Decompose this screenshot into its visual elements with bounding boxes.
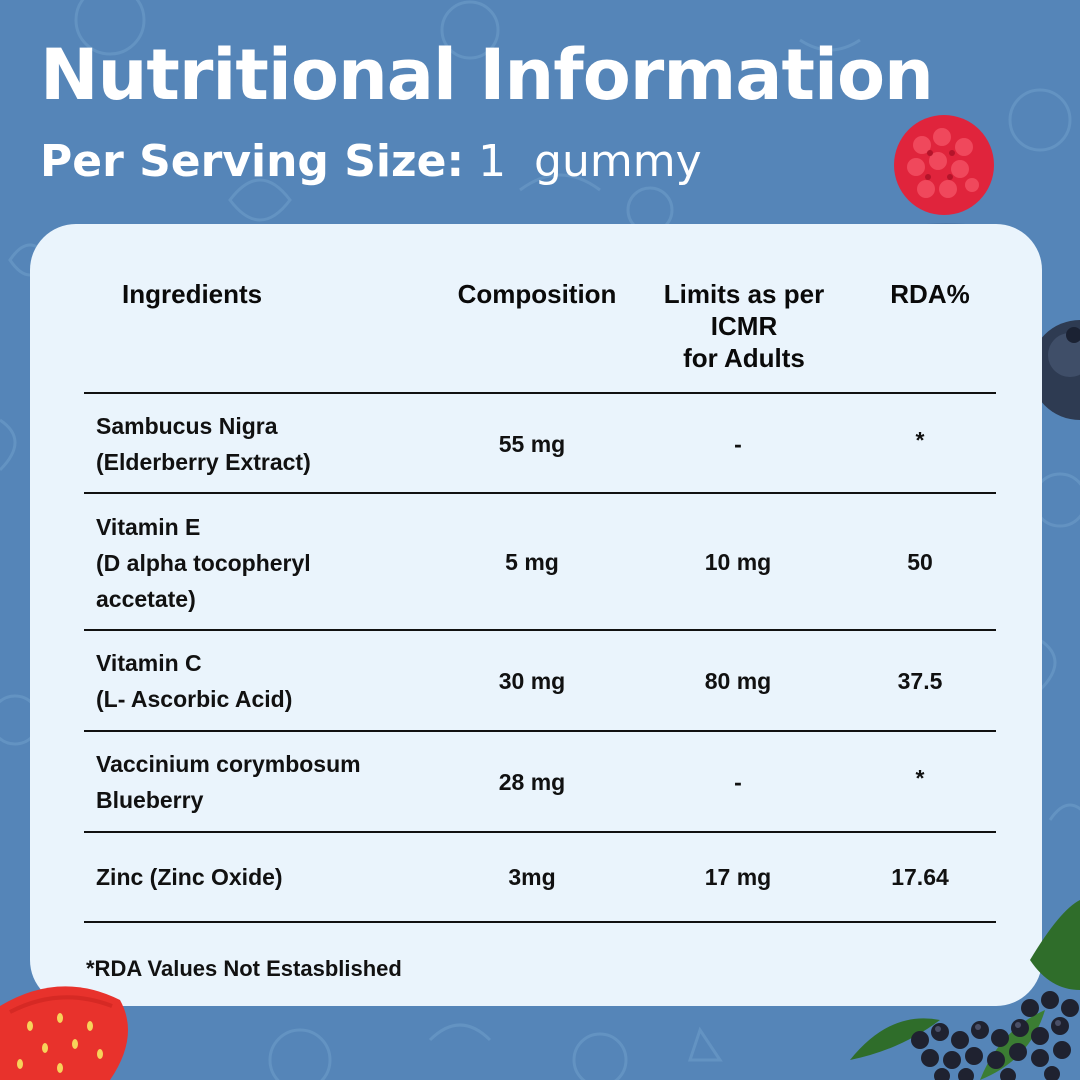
row-5-ingredient-line-1: Zinc (Zinc Oxide) — [96, 864, 283, 890]
row-1-limit: - — [734, 431, 742, 457]
nutrition-card — [30, 224, 1042, 1006]
header-composition: Composition — [457, 279, 617, 309]
row-2-ingredient-line-2: (D alpha tocopheryl — [96, 550, 311, 576]
row-4-composition: 28 mg — [498, 769, 566, 795]
serving-size: Per Serving Size: 1 gummy — [40, 140, 702, 184]
blueberry-image — [1030, 320, 1080, 420]
table-divider — [84, 629, 996, 631]
footnote: *RDA Values Not Estasblished — [86, 956, 402, 981]
table-divider — [84, 831, 996, 833]
header-rda: RDA% — [890, 279, 970, 309]
page-title: Nutritional Information — [40, 34, 934, 116]
row-4-ingredient-line-2: Blueberry — [96, 787, 204, 813]
row-1-ingredient-line-2: (Elderberry Extract) — [96, 449, 311, 475]
row-3-ingredient-line-1: Vitamin C — [96, 650, 202, 676]
row-1-ingredient-line-1: Sambucus Nigra — [96, 413, 278, 439]
table-divider — [84, 392, 996, 394]
elderberry-image — [850, 900, 1080, 1080]
row-2-rda: 50 — [907, 549, 933, 575]
row-3-ingredient: Vitamin C (L- Ascorbic Acid) — [96, 645, 416, 717]
row-3-composition: 30 mg — [498, 668, 566, 694]
header-limits-line-3: for Adults — [683, 343, 805, 373]
header-limits-line-2: ICMR — [710, 311, 778, 341]
row-4-rda: * — [915, 765, 925, 791]
header-limits: Limits as per ICMR for Adults — [646, 278, 842, 374]
row-5-ingredient: Zinc (Zinc Oxide) — [96, 859, 416, 895]
serving-size-label: Per Serving Size: — [40, 136, 465, 187]
header-ingredients: Ingredients — [122, 279, 263, 309]
row-3-limit: 80 mg — [704, 668, 772, 694]
row-5-limit: 17 mg — [704, 864, 772, 890]
row-2-ingredient-line-3: accetate) — [96, 586, 196, 612]
row-3-rda: 37.5 — [897, 668, 943, 694]
header-limits-line-1: Limits as per — [663, 279, 825, 309]
row-1-rda: * — [915, 427, 925, 453]
table-divider — [84, 492, 996, 494]
row-1-ingredient: Sambucus Nigra (Elderberry Extract) — [96, 408, 416, 480]
row-2-composition: 5 mg — [505, 549, 559, 575]
strawberry-image — [0, 986, 128, 1080]
table-divider — [84, 730, 996, 732]
row-5-rda: 17.64 — [891, 864, 949, 890]
row-2-limit: 10 mg — [704, 549, 772, 575]
table-divider — [84, 921, 996, 923]
row-4-limit: - — [734, 769, 742, 795]
row-2-ingredient-line-1: Vitamin E — [96, 514, 201, 540]
row-5-composition: 3mg — [508, 864, 556, 890]
row-4-ingredient-line-1: Vaccinium corymbosum — [96, 751, 361, 777]
row-1-composition: 55 mg — [498, 431, 566, 457]
row-4-ingredient: Vaccinium corymbosum Blueberry — [96, 746, 416, 818]
row-3-ingredient-line-2: (L- Ascorbic Acid) — [96, 686, 293, 712]
serving-size-value: 1 gummy — [478, 136, 702, 187]
row-2-ingredient: Vitamin E (D alpha tocopheryl accetate) — [96, 509, 416, 617]
